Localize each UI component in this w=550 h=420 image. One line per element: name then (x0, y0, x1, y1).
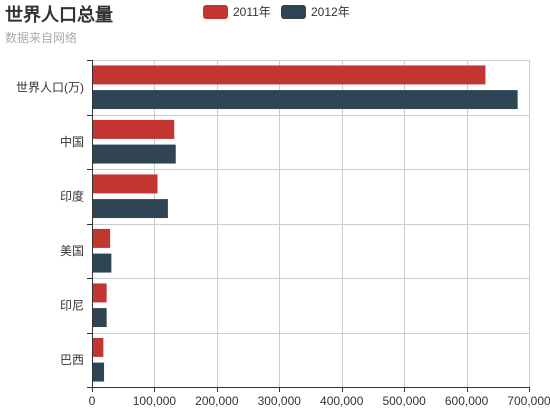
axes (87, 60, 530, 392)
chart-title: 世界人口总量 (5, 4, 113, 25)
x-tick-label: 200,000 (195, 394, 239, 408)
bar (92, 362, 105, 382)
legend-swatch-2011 (203, 5, 228, 19)
bar (92, 144, 176, 164)
legend-swatch-2012 (281, 5, 306, 19)
x-tick-label: 700,000 (507, 394, 550, 408)
legend-label-2012: 2012年 (311, 5, 350, 19)
y-tick-label: 美国 (60, 244, 84, 258)
legend-label-2011: 2011年 (233, 5, 271, 19)
legend-item-2012[interactable]: 2012年 (281, 5, 350, 19)
bar (92, 283, 107, 303)
bar (92, 308, 107, 328)
x-tick-label: 600,000 (445, 394, 489, 408)
x-tick-label: 300,000 (258, 394, 302, 408)
x-tick-label: 100,000 (133, 394, 177, 408)
bar (92, 174, 158, 194)
bar (92, 199, 168, 219)
bars (92, 65, 518, 382)
y-tick-label: 印尼 (60, 298, 84, 312)
y-tick-label: 印度 (60, 188, 84, 203)
legend-item-2011[interactable]: 2011年 (203, 5, 271, 19)
x-axis-labels: 0 100,000 200,000 300,000 400,000 500,000 600,… (89, 394, 550, 408)
bar (92, 253, 112, 273)
bar (92, 90, 518, 110)
chart-subtitle: 数据来自网络 (5, 30, 77, 45)
x-tick-label: 400,000 (320, 394, 364, 408)
y-tick-label: 世界人口(万) (16, 80, 84, 94)
bar (92, 65, 486, 85)
grid-lines (92, 60, 530, 387)
bar (92, 119, 175, 139)
y-axis-labels: 巴西 印尼 美国 印度 中国 世界人口(万) (16, 80, 84, 367)
legend: 2011年 2012年 (203, 5, 350, 19)
x-tick-label: 500,000 (382, 394, 426, 408)
bar (92, 228, 111, 248)
x-tick-label: 0 (89, 394, 96, 408)
y-tick-label: 中国 (60, 134, 84, 149)
bar (92, 337, 104, 357)
y-tick-label: 巴西 (60, 353, 84, 367)
